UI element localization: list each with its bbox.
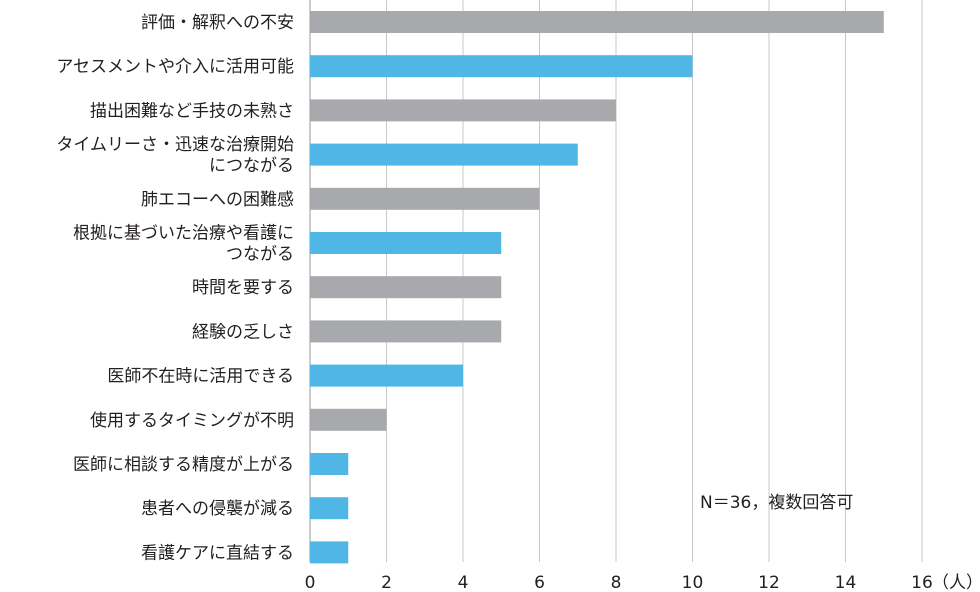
bar: [310, 497, 349, 520]
note-label: N＝36，複数回答可: [700, 493, 853, 513]
x-tick-label: 16: [911, 573, 933, 592]
bar: [310, 408, 387, 431]
category-label: 時間を要する: [192, 278, 294, 298]
x-tick-label: 10: [682, 573, 704, 592]
category-label: 看護ケアに直結する: [141, 543, 294, 563]
bar: [310, 232, 502, 254]
x-unit-label: （人）: [932, 573, 980, 592]
bar: [310, 364, 463, 387]
bar: [310, 187, 540, 210]
bar: [310, 276, 502, 299]
category-label: 医師不在時に活用できる: [107, 367, 294, 387]
bar: [310, 320, 502, 343]
x-tick-label: 8: [611, 573, 622, 592]
category-label: 肺エコーへの困難感: [141, 190, 294, 210]
category-label: タイムリーさ・迅速な治療開始: [56, 135, 294, 155]
category-label: 医師に相談する精度が上がる: [73, 455, 294, 475]
category-label: つながる: [226, 245, 294, 265]
category-label: 根拠に基づいた治療や看護に: [73, 224, 294, 244]
category-label: につながる: [209, 156, 294, 176]
x-tick-label: 6: [534, 573, 545, 592]
x-tick-labels: 0 2 4 6 8 10 12 14 16: [305, 573, 933, 592]
bar: [310, 55, 693, 78]
x-tick-label: 2: [381, 573, 392, 592]
category-label: 描出困難など手技の未熟さ: [90, 100, 294, 121]
bar: [310, 143, 578, 166]
category-label: 患者への侵襲が減る: [141, 499, 294, 519]
bar: [310, 11, 884, 33]
category-label: 使用するタイミングが不明: [90, 410, 294, 431]
category-label: 評価・解釈への不安: [141, 13, 294, 33]
category-labels: 評価・解釈への不安アセスメントや介入に活用可能描出困難など手技の未熟さタイムリー…: [56, 13, 294, 563]
x-tick-label: 0: [305, 573, 316, 592]
category-label: アセスメントや介入に活用可能: [56, 57, 294, 77]
bar: [310, 453, 349, 475]
gridlines: [309, 0, 923, 562]
x-tick-label: 12: [758, 573, 780, 592]
x-tick-label: 4: [458, 573, 469, 592]
bar: [310, 99, 616, 122]
bars: [310, 11, 884, 564]
category-label: 経験の乏しさ: [192, 322, 294, 342]
bar: [310, 541, 349, 564]
x-tick-label: 14: [835, 573, 857, 592]
